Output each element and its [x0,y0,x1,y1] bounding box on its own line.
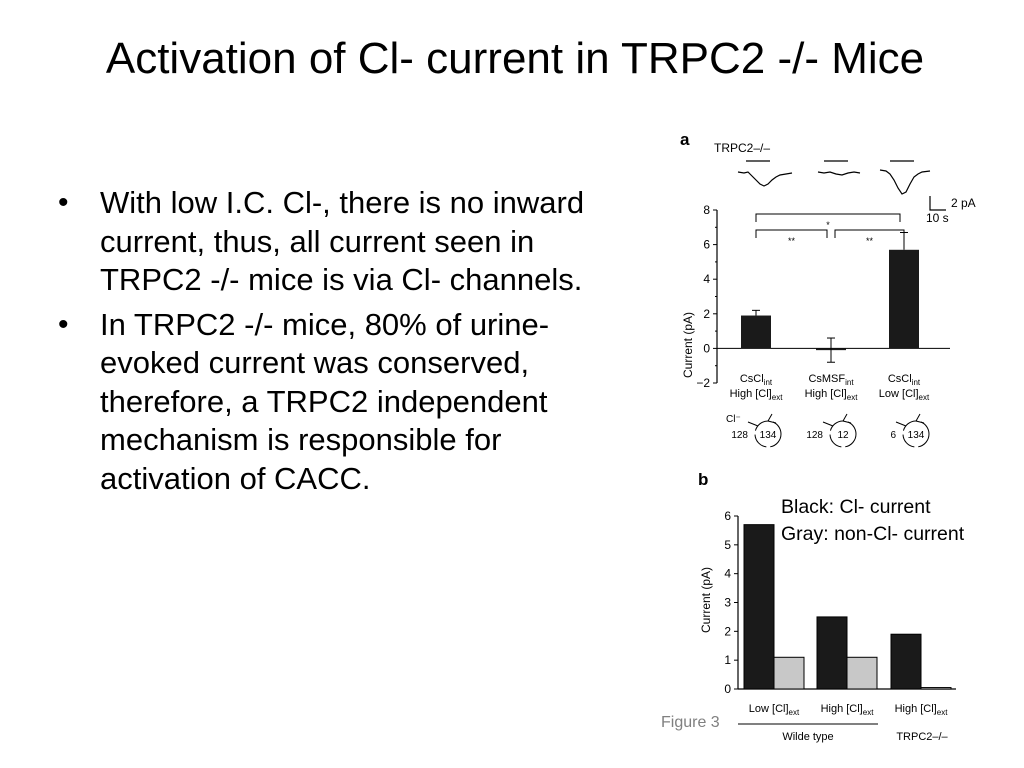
x-category-label-sub: ext [789,708,800,717]
bullet-glyph: • [58,186,69,219]
category-salt-label: CsClint [888,373,921,387]
trace-csclint-low [879,169,931,195]
cell-cl-in: 134 [908,430,925,441]
y-tick-label: 5 [724,538,731,552]
category-ext-label-main: Low [Cl] [879,388,919,400]
category-salt-label: CsClint [740,373,773,387]
category-salt-label-main: CsMSF [808,373,845,385]
bullet-text: In TRPC2 -/- mice, 80% of urine-evoked c… [100,306,550,496]
scale-time-label: 10 s [926,211,949,225]
group-label: TRPC2–/– [896,731,948,743]
x-category-label: High [Cl]ext [895,703,949,717]
x-category-label: High [Cl]ext [821,703,875,717]
slide-title: Activation of Cl- current in TRPC2 -/- M… [105,34,925,83]
y-tick-label: 4 [724,567,731,581]
category-salt-label-main: CsCl [740,373,764,385]
trace-csclint-high [737,171,793,187]
category-ext-label: High [Cl]ext [730,388,784,402]
panel-a-letter: a [680,130,690,149]
y-tick-label: 6 [703,238,710,252]
bar [846,656,878,690]
category-ext-label-sub: ext [847,393,858,402]
figure-caption: Figure 3 [661,714,720,731]
bar [920,687,952,690]
significance-bracket [834,229,905,238]
category-ext-label-main: High [Cl] [805,388,847,400]
trace-label: TRPC2–/– [714,141,770,155]
category-ext-label-main: High [Cl] [730,388,772,400]
panel-b-letter: b [698,470,708,489]
bullet-item: • In TRPC2 -/- mice, 80% of urine-evoked… [58,306,638,499]
significance-mark: ** [866,236,874,246]
legend-black: Black: Cl- current [781,496,931,518]
category-salt-label-main: CsCl [888,373,912,385]
x-category-label-sub: ext [863,708,874,717]
bar [741,315,771,349]
channel-mark [895,413,925,427]
channel-mark [822,413,852,427]
significance-mark: ** [788,236,796,246]
y-tick-label: 6 [724,509,731,523]
category-ext-label: Low [Cl]ext [879,388,930,402]
trace-csmsf-high [817,171,861,176]
x-category-label-main: High [Cl] [821,703,863,715]
y-axis-label: Current (pA) [699,567,713,633]
category-ext-label-sub: ext [919,393,930,402]
cell-cl-in: 12 [837,430,849,441]
bullet-item: • With low I.C. Cl-, there is no inward … [58,184,638,300]
cl-label: Cl⁻ [726,414,741,425]
scale-current-label: 2 pA [951,196,976,210]
category-ext-label: High [Cl]ext [805,388,859,402]
category-salt-label-sub: int [912,378,921,387]
y-tick-label: 2 [724,624,731,638]
bar [773,656,805,690]
bullet-list: • With low I.C. Cl-, there is no inward … [58,184,638,504]
x-category-label: Low [Cl]ext [749,703,800,717]
y-tick-label: 1 [724,653,731,667]
bullet-glyph: • [58,307,69,341]
x-category-label-sub: ext [937,708,948,717]
cell-cl-out: 6 [890,430,896,441]
legend-gray: Gray: non-Cl- current [781,523,965,545]
y-axis-label: Current (pA) [681,312,695,378]
y-tick-label: 3 [724,596,731,610]
current-traces [737,160,946,211]
channel-mark [747,413,777,427]
cell-cl-in: 134 [760,430,777,441]
y-tick-label: 4 [703,272,710,286]
category-salt-label: CsMSFint [808,373,854,387]
group-label: Wilde type [782,731,833,743]
significance-bracket [755,229,828,238]
category-ext-label-sub: ext [772,393,783,402]
x-category-label-main: Low [Cl] [749,703,789,715]
x-category-label-main: High [Cl] [895,703,937,715]
y-tick-label: 0 [724,682,731,696]
y-tick-label: 8 [703,203,710,217]
bullet-text: With low I.C. Cl-, there is no inward cu… [100,185,585,297]
category-salt-label-sub: int [845,378,854,387]
y-tick-label: −2 [696,376,710,390]
bar [816,616,848,690]
bar [743,524,775,690]
bar [889,249,919,349]
significance-mark: * [826,220,830,230]
color-legend: Black: Cl- current Gray: non-Cl- current [781,494,964,548]
significance-bracket [755,213,901,222]
y-tick-label: 0 [703,341,710,355]
y-tick-label: 2 [703,307,710,321]
cell-cl-out: 128 [806,430,823,441]
bar [890,633,922,690]
category-salt-label-sub: int [764,378,773,387]
figure-panel-a: a TRPC2–/– 2 pA 10 s Current (pA) 8 6 4 2 0 −… [680,130,976,448]
cell-cl-out: 128 [731,430,748,441]
scale-bar [929,196,946,211]
